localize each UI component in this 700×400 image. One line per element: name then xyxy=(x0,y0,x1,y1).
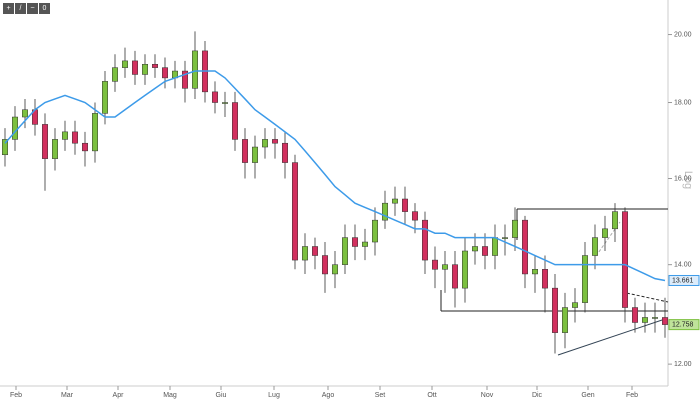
candle-body xyxy=(462,250,468,289)
candle-body xyxy=(142,64,148,75)
candle-body xyxy=(192,50,198,89)
candle-body xyxy=(562,307,568,333)
candle-body xyxy=(42,124,48,159)
drawings xyxy=(440,208,669,356)
candle-body xyxy=(372,219,378,243)
x-tick-label: Apr xyxy=(113,392,125,399)
candle-body xyxy=(502,237,508,239)
y-tick-label: 14.00 xyxy=(674,262,692,269)
toolbar: + / ~ 0 xyxy=(3,3,50,14)
candle-body xyxy=(292,162,298,261)
candle-body xyxy=(612,211,618,230)
candle-body xyxy=(52,139,58,159)
candle-body xyxy=(122,60,128,68)
price-tag-label: 12.758 xyxy=(672,321,694,328)
price-tag xyxy=(668,319,700,331)
candle-body xyxy=(102,81,108,114)
candle-body xyxy=(572,302,578,308)
candle-body xyxy=(322,255,328,275)
candle-body xyxy=(422,219,428,261)
x-tick-label: Giu xyxy=(216,392,227,399)
candle-body xyxy=(382,202,388,221)
candle-body xyxy=(242,139,248,163)
candle-body xyxy=(542,269,548,289)
x-tick-label: Dic xyxy=(532,392,543,399)
candle-body xyxy=(652,317,658,319)
candle-body xyxy=(282,142,288,163)
moving-average xyxy=(4,70,666,282)
tool-button[interactable]: ~ xyxy=(27,3,38,14)
price-tag xyxy=(668,274,700,286)
price-tag-label: 13.661 xyxy=(672,277,694,284)
x-tick-label: Ott xyxy=(427,392,436,399)
candle-body xyxy=(552,287,558,333)
candle-body xyxy=(602,228,608,238)
candle-body xyxy=(182,70,188,89)
candle-body xyxy=(622,211,628,308)
candle-body xyxy=(352,237,358,247)
trend-line xyxy=(557,317,669,356)
candle-body xyxy=(12,116,18,140)
y-tick-label: 20.00 xyxy=(674,31,692,38)
candle-body xyxy=(662,317,668,325)
x-tick-label: Lug xyxy=(268,392,280,399)
candle-body xyxy=(412,211,418,221)
y-tick-label: 12.00 xyxy=(674,361,692,368)
candle-body xyxy=(432,259,438,270)
candle-body xyxy=(2,139,8,156)
candle-body xyxy=(512,219,518,238)
candle-body xyxy=(302,246,308,261)
candle-body xyxy=(472,246,478,252)
scale-label: Log xyxy=(682,171,694,189)
candle-body xyxy=(492,237,498,256)
candle-body xyxy=(62,131,68,140)
candle-body xyxy=(582,255,588,303)
candle-body xyxy=(82,142,88,152)
candle-body xyxy=(272,139,278,144)
candle-body xyxy=(152,64,158,68)
candle-body xyxy=(532,269,538,275)
x-tick-label: Gen xyxy=(581,392,594,399)
candle-body xyxy=(482,246,488,256)
x-tick-label: Feb xyxy=(626,392,638,399)
y-tick-label: 16.00 xyxy=(674,175,692,182)
trend-line xyxy=(595,221,621,257)
x-tick-label: Mar xyxy=(61,392,74,399)
x-tick-label: Ago xyxy=(322,392,335,399)
candle-body xyxy=(632,307,638,323)
candle-body xyxy=(132,60,138,75)
candle-body xyxy=(72,131,78,144)
x-tick-label: Mag xyxy=(163,392,177,399)
candle-body xyxy=(262,139,268,148)
candle-body xyxy=(312,246,318,256)
candle-body xyxy=(112,67,118,82)
tool-button[interactable]: / xyxy=(15,3,26,14)
tool-badge[interactable]: 0 xyxy=(39,3,50,14)
candle-body xyxy=(332,264,338,275)
x-tick-label: Nov xyxy=(481,392,494,399)
candle-body xyxy=(362,241,368,247)
candle-body xyxy=(232,102,238,140)
candle-body xyxy=(342,237,348,265)
candle-body xyxy=(402,198,408,212)
y-tick-label: 18.00 xyxy=(674,99,692,106)
tool-button[interactable]: + xyxy=(3,3,14,14)
candle-body xyxy=(522,219,528,275)
candle-body xyxy=(92,113,98,152)
candle-body xyxy=(392,198,398,204)
candle-body xyxy=(452,264,458,289)
candle-body xyxy=(592,237,598,256)
candle-body xyxy=(222,102,228,104)
x-tick-label: Set xyxy=(375,392,386,399)
trend-line xyxy=(621,291,669,303)
candle-body xyxy=(22,109,28,118)
candle-body xyxy=(162,67,168,79)
candle-body xyxy=(252,146,258,163)
x-tick-label: Feb xyxy=(10,392,22,399)
candle-body xyxy=(642,317,648,323)
candle-body xyxy=(212,91,218,103)
candle-body xyxy=(442,264,448,270)
